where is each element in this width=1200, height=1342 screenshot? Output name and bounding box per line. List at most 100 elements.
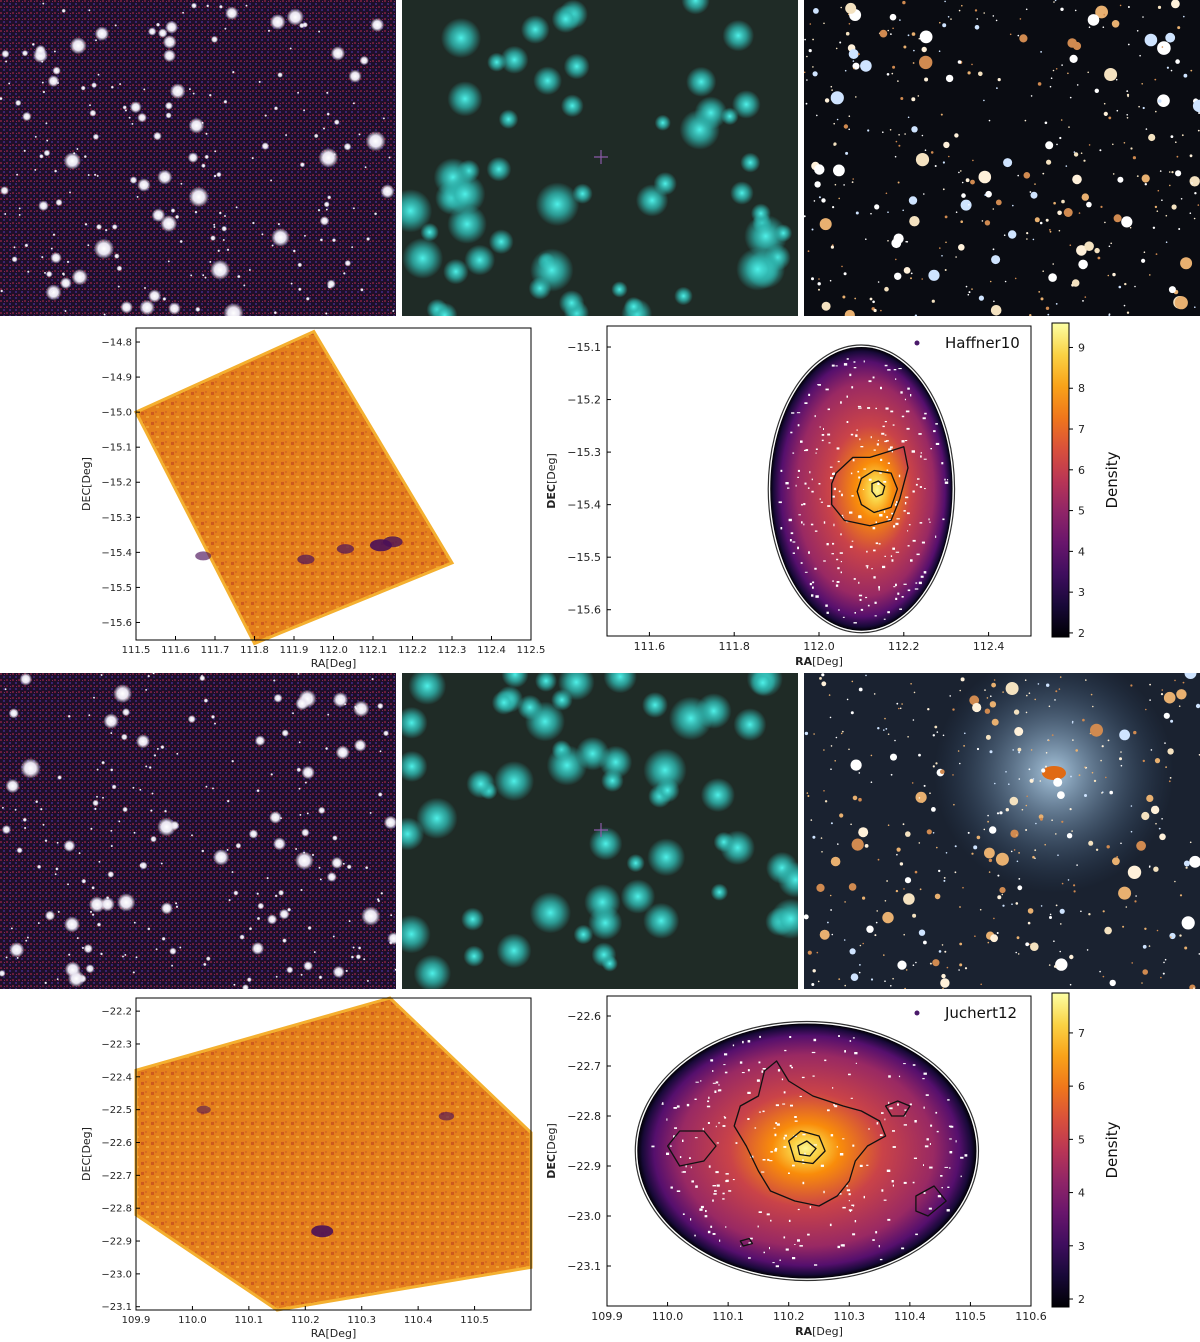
star xyxy=(1118,285,1122,289)
speckle xyxy=(788,518,792,522)
star xyxy=(26,936,30,939)
speckle xyxy=(670,1145,672,1147)
speckle xyxy=(883,481,887,483)
star xyxy=(892,977,894,980)
star xyxy=(94,39,98,42)
star xyxy=(1065,165,1068,167)
star xyxy=(991,682,996,688)
speckle xyxy=(903,583,907,585)
star xyxy=(273,693,283,703)
star xyxy=(811,983,815,986)
speckle xyxy=(849,1040,852,1042)
speckle xyxy=(883,618,886,620)
speckle xyxy=(833,1104,835,1106)
star xyxy=(821,301,831,311)
star xyxy=(402,706,428,739)
speckle xyxy=(707,1122,710,1124)
star xyxy=(911,32,916,36)
star xyxy=(81,878,87,884)
star xyxy=(431,302,458,316)
speckle xyxy=(849,1210,852,1212)
star xyxy=(804,215,806,218)
speckle xyxy=(788,1172,790,1174)
star xyxy=(850,711,854,715)
star xyxy=(199,675,206,682)
star xyxy=(848,748,850,751)
star xyxy=(1037,82,1042,86)
star xyxy=(491,690,517,715)
star xyxy=(61,8,66,13)
star xyxy=(895,140,898,143)
speckle xyxy=(794,1116,797,1118)
star xyxy=(993,300,995,303)
star xyxy=(1175,59,1180,64)
star xyxy=(486,156,512,182)
speckle xyxy=(747,1040,751,1043)
star xyxy=(318,147,339,168)
star xyxy=(1072,739,1074,741)
star xyxy=(668,696,713,741)
star xyxy=(1030,749,1033,751)
star xyxy=(144,688,148,692)
x-axis-label: RA[Deg] xyxy=(311,1327,357,1340)
speckle xyxy=(867,407,871,409)
star xyxy=(14,808,17,811)
speckle xyxy=(889,446,893,449)
speckle xyxy=(849,373,852,377)
star xyxy=(983,828,986,831)
colorbar xyxy=(1051,992,1070,1308)
star xyxy=(914,870,918,874)
star xyxy=(408,673,447,705)
star xyxy=(213,223,216,226)
y-tick-label: −22.2 xyxy=(101,1007,132,1018)
star xyxy=(165,20,179,34)
star xyxy=(1162,972,1165,975)
star xyxy=(37,921,40,925)
speckle xyxy=(890,555,893,557)
speckle xyxy=(876,443,879,446)
speckle xyxy=(960,1156,964,1159)
star xyxy=(1136,840,1146,851)
star xyxy=(271,244,274,247)
legend-marker xyxy=(914,340,920,346)
speckle xyxy=(783,1146,787,1148)
speckle xyxy=(964,1154,968,1157)
speckle xyxy=(712,1082,716,1084)
star xyxy=(383,815,396,830)
speckle xyxy=(892,424,895,426)
speckle xyxy=(804,571,808,573)
star xyxy=(807,950,812,955)
star xyxy=(850,823,852,826)
star xyxy=(988,871,991,873)
speckle xyxy=(783,1236,786,1239)
star xyxy=(1052,263,1054,265)
speckle xyxy=(910,394,912,397)
star xyxy=(964,967,968,970)
star xyxy=(114,253,120,259)
star xyxy=(292,249,296,253)
speckle xyxy=(875,521,877,524)
star xyxy=(1073,884,1076,887)
speckle xyxy=(832,495,835,498)
star xyxy=(1040,51,1042,53)
star xyxy=(846,698,849,701)
star xyxy=(1116,856,1119,858)
speckle xyxy=(747,1091,751,1094)
speckle xyxy=(800,440,803,443)
star xyxy=(155,948,158,951)
star xyxy=(1016,936,1020,940)
star xyxy=(252,221,255,225)
star xyxy=(1155,822,1157,825)
star xyxy=(164,809,167,813)
star xyxy=(318,866,321,869)
star xyxy=(89,910,93,914)
star xyxy=(823,749,825,751)
star xyxy=(284,133,288,137)
star xyxy=(63,152,81,170)
star xyxy=(25,939,28,942)
star xyxy=(918,37,921,40)
star xyxy=(281,729,289,737)
y-tick-label: −23.0 xyxy=(567,1210,601,1223)
speckle xyxy=(804,449,808,452)
speckle xyxy=(722,1125,726,1127)
